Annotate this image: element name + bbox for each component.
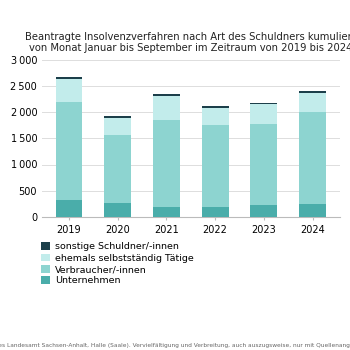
Bar — [251, 205, 277, 217]
Bar — [299, 93, 326, 112]
Bar — [56, 200, 82, 217]
Bar — [104, 203, 131, 217]
Bar — [202, 106, 229, 107]
Bar — [153, 207, 180, 217]
Bar — [104, 117, 131, 118]
Bar — [251, 104, 277, 124]
Bar — [56, 79, 82, 102]
Bar — [56, 102, 82, 200]
Bar — [299, 112, 326, 204]
Bar — [251, 124, 277, 205]
Bar — [104, 135, 131, 203]
Bar — [202, 107, 229, 125]
Bar — [251, 103, 277, 104]
Bar — [299, 91, 326, 93]
Bar — [153, 120, 180, 207]
Bar — [153, 96, 180, 120]
Title: Beantragte Insolvenzverfahren nach Art des Schuldners kumuliert
von Monat Januar: Beantragte Insolvenzverfahren nach Art d… — [26, 32, 350, 53]
Bar — [299, 204, 326, 217]
Legend: sonstige Schuldner/-innen, ehemals selbstständig Tätige, Verbraucher/-innen, Unt: sonstige Schuldner/-innen, ehemals selbs… — [41, 242, 194, 285]
Text: © Statistisches Landesamt Sachsen-Anhalt, Halle (Saale). Vervielfältigung und Ve: © Statistisches Landesamt Sachsen-Anhalt… — [0, 343, 350, 348]
Bar — [56, 77, 82, 79]
Bar — [153, 94, 180, 96]
Bar — [202, 125, 229, 206]
Bar — [202, 206, 229, 217]
Bar — [104, 118, 131, 135]
